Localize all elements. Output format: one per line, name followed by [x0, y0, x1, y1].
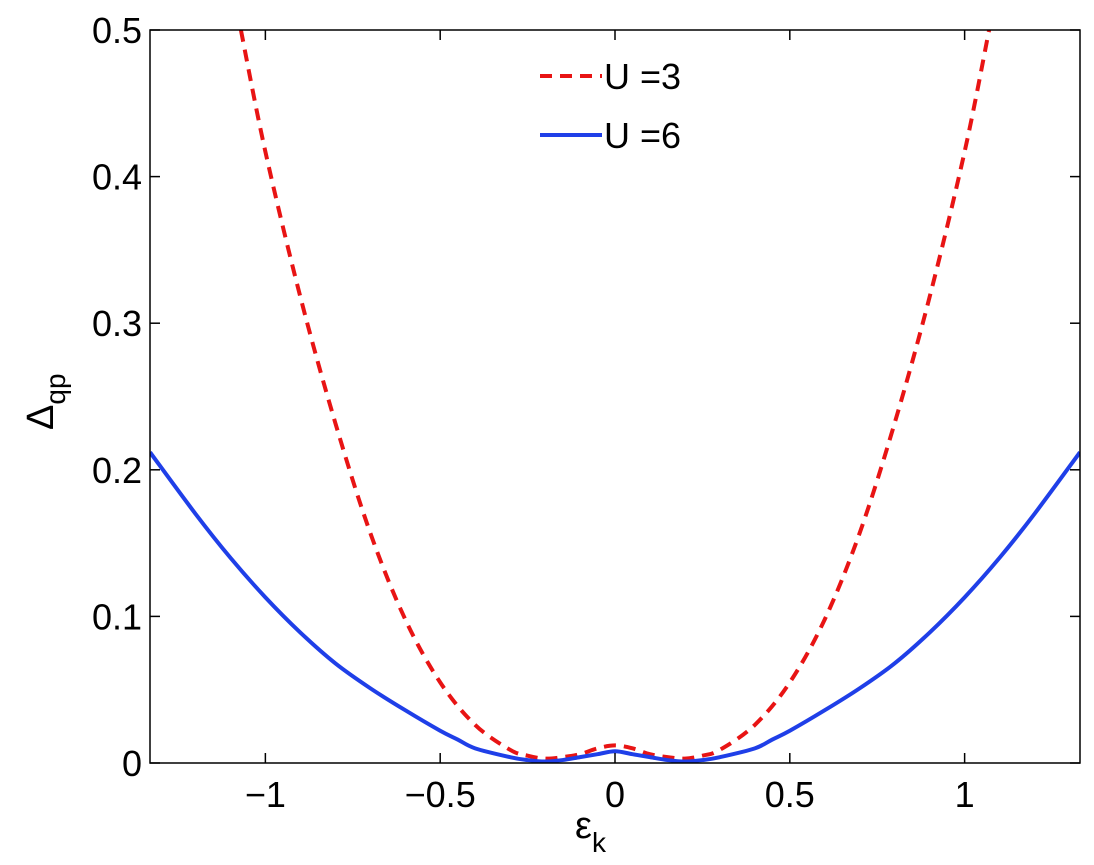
legend: U =3 U =6	[540, 56, 681, 156]
y-axis-label-subscript: qp	[40, 373, 71, 404]
x-tick-label: 0.5	[765, 774, 815, 815]
series-line-2	[150, 451, 1080, 763]
x-tick-label: −1	[245, 774, 286, 815]
series-line-1	[238, 30, 992, 761]
y-tick-label: 0	[122, 743, 142, 784]
y-tick-label: 0.2	[92, 450, 142, 491]
legend-label-2: U =6	[604, 115, 681, 156]
x-tick-label: 1	[955, 774, 975, 815]
x-axis-label-main: ε	[575, 805, 592, 847]
x-axis-label-subscript: k	[592, 827, 607, 858]
y-axis-label: Δqp	[20, 373, 71, 430]
x-tick-label: 0	[605, 774, 625, 815]
plot-area	[150, 30, 1080, 763]
legend-label-1: U =3	[604, 56, 681, 97]
y-axis-label-main: Δ	[20, 405, 62, 430]
y-tick-label: 0.3	[92, 303, 142, 344]
y-tick-label: 0.4	[92, 157, 142, 198]
y-tick-label: 0.5	[92, 10, 142, 51]
x-tick-label: −0.5	[405, 774, 476, 815]
y-tick-label: 0.1	[92, 596, 142, 637]
x-axis-label: εk	[575, 805, 607, 858]
